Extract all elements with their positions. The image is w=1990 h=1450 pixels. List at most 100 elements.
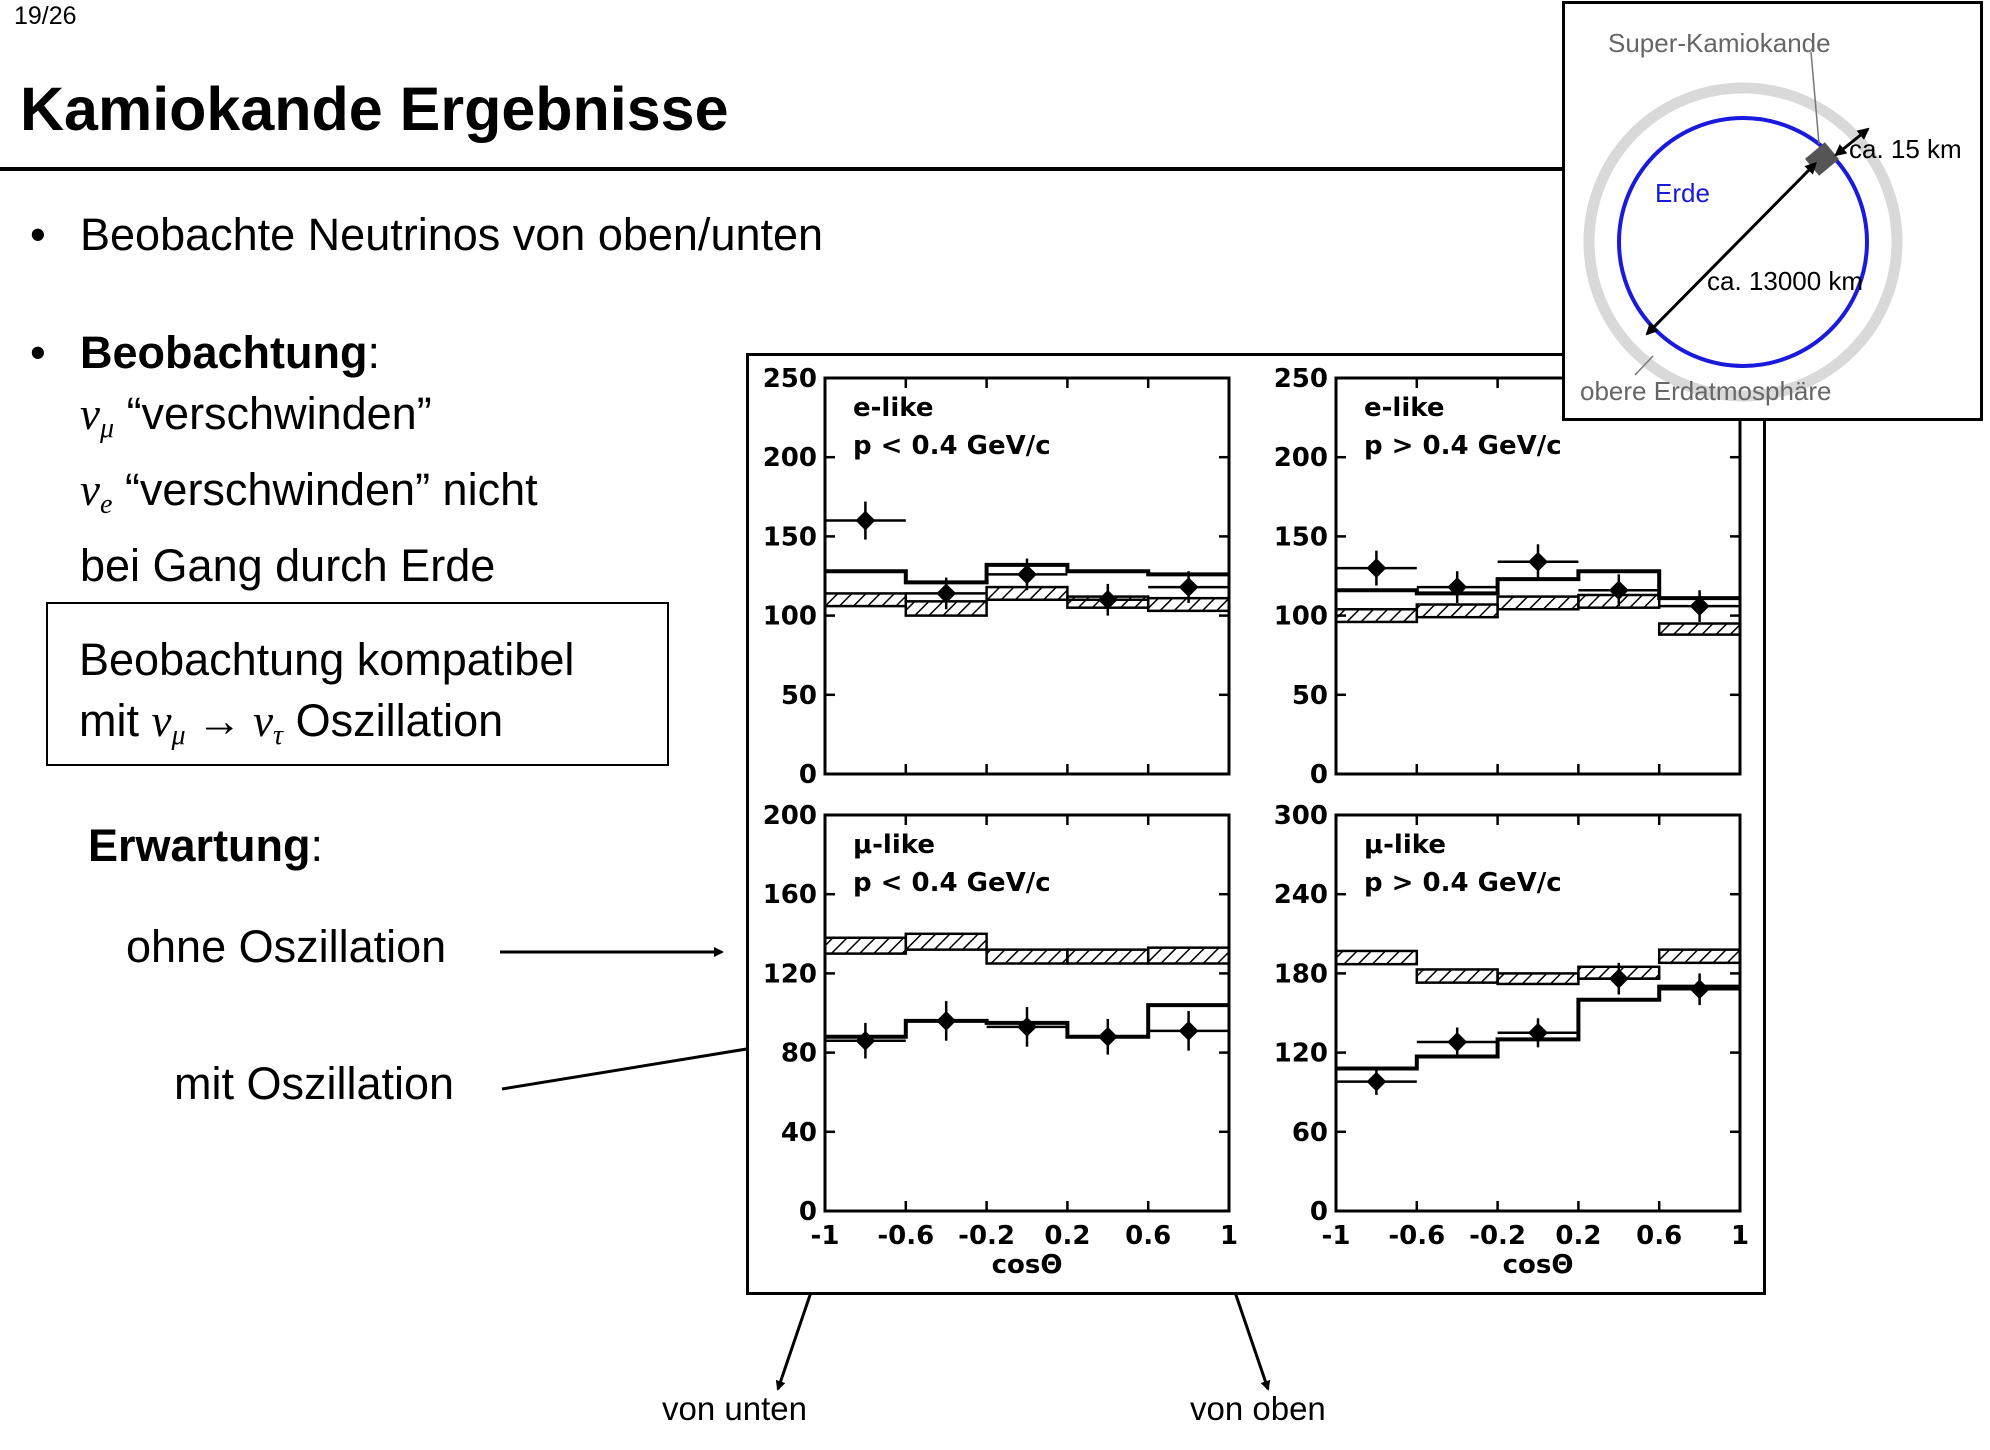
no-oscillation-band: [1657, 948, 1742, 965]
no-oscillation-band: [985, 948, 1069, 965]
no-oscillation-band: [1146, 946, 1231, 965]
atmosphere-label: obere Erdatmosphäre: [1580, 376, 1831, 406]
observation-colon: :: [367, 327, 381, 378]
x-tick-label: 1: [1731, 1221, 1749, 1251]
earth-passage-line: bei Gang durch Erde: [80, 540, 496, 591]
distance-arrow-short: [1834, 127, 1870, 157]
nue-line: νe “verschwinden” nicht: [30, 459, 538, 535]
no-oscillation-band: [904, 932, 988, 951]
no-oscillation-band: [1066, 948, 1150, 965]
data-point: [855, 1030, 876, 1051]
y-tick-label: 250: [1274, 364, 1328, 394]
x-axis-label: cosΘ: [992, 1250, 1063, 1280]
y-tick-label: 100: [763, 602, 817, 632]
bullet-dot: •: [30, 327, 46, 378]
y-tick-label: 180: [1274, 959, 1328, 989]
x-tick-label: -0.2: [958, 1221, 1015, 1251]
x-tick-label: -0.6: [877, 1221, 934, 1251]
long-distance-label: ca. 13000 km: [1707, 266, 1863, 296]
histogram-panel-1: 0 50 100 150 200 250 e-like p < 0.4 GeV/c: [763, 364, 1231, 790]
panel-label: μ-like: [853, 830, 935, 860]
atmosphere-ring: [1583, 82, 1903, 402]
distance-arrow-long: [1645, 161, 1818, 336]
data-point: [936, 583, 957, 604]
no-oscillation-band: [1496, 972, 1580, 986]
detector-leader-line: [1810, 51, 1820, 145]
y-tick-label: 0: [799, 1197, 817, 1227]
y-tick-label: 50: [781, 681, 817, 711]
y-tick-label: 200: [763, 443, 817, 473]
no-oscillation-band: [823, 592, 908, 608]
x-tick-label: -1: [1322, 1221, 1351, 1251]
panel-label: e-like: [1364, 393, 1444, 423]
x-tick-label: 0.2: [1044, 1221, 1090, 1251]
x-tick-label: -1: [811, 1221, 840, 1251]
earth-circle: [1617, 116, 1869, 368]
data-point: [1447, 1032, 1468, 1052]
y-tick-label: 250: [763, 364, 817, 394]
label-with-oscillation: mit Oszillation: [174, 1058, 455, 1109]
histogram-panel-2: 0 50 100 150 200 250 e-like p > 0.4 GeV/c: [1274, 364, 1742, 790]
observation-heading: Beobachtung: [80, 327, 368, 378]
numu-line: νμ “verschwinden”: [30, 383, 538, 459]
bullet-dot: •: [30, 209, 46, 260]
y-tick-label: 200: [1274, 443, 1328, 473]
no-oscillation-band: [1334, 949, 1419, 966]
x-axis-label: cosΘ: [1503, 1250, 1574, 1280]
label-from-above: von oben: [1190, 1390, 1326, 1427]
conclusion-box: Beobachtung kompatibel mit νμ → ντ Oszil…: [46, 602, 669, 766]
plot-area: [823, 813, 1231, 1213]
figure-frame: 0 50 100 150 200 250 e-like p < 0.4 GeV/c 0 50 100…: [746, 353, 1766, 1295]
earth-label: Erde: [1655, 178, 1710, 208]
x-tick-label: 0.6: [1636, 1221, 1682, 1251]
y-tick-label: 100: [1274, 602, 1328, 632]
x-tick-label: 0.2: [1555, 1221, 1601, 1251]
y-tick-label: 0: [799, 760, 817, 790]
data-point: [1017, 1016, 1037, 1037]
short-distance-label: ca. 15 km: [1849, 134, 1962, 164]
numu-text: “verschwinden”: [126, 388, 432, 439]
data-point: [1017, 564, 1037, 585]
earth-diagram: Super-Kamiokande Erde ca. 15 km ca. 1300…: [1580, 28, 1962, 406]
momentum-cut-label: p > 0.4 GeV/c: [1364, 431, 1562, 461]
y-tick-label: 200: [763, 801, 817, 831]
momentum-cut-label: p < 0.4 GeV/c: [853, 431, 1051, 461]
y-tick-label: 80: [781, 1039, 817, 1069]
bullet-observed-neutrinos: • Beobachte Neutrinos von oben/unten: [30, 204, 823, 265]
x-tick-label: -0.6: [1388, 1221, 1445, 1251]
y-tick-label: 240: [1274, 880, 1328, 910]
page-title: Kamiokande Ergebnisse: [20, 75, 729, 143]
y-tick-label: 50: [1292, 681, 1328, 711]
oscillation-prediction-line: [1336, 569, 1740, 601]
data-point: [1528, 551, 1548, 572]
momentum-cut-label: p > 0.4 GeV/c: [1364, 868, 1562, 898]
expectation-heading: Erwartung:: [88, 820, 324, 871]
atmosphere-leader-line: [1634, 355, 1654, 376]
data-point: [1689, 979, 1710, 1000]
no-oscillation-band: [1415, 968, 1499, 984]
plot-area: [1334, 813, 1742, 1213]
momentum-cut-label: p < 0.4 GeV/c: [853, 868, 1051, 898]
histogram-panel-3: 0 40 80 120 160 200 -1 -0.6 -0.2 0.2 0.6 1 cosΘ μ-lik…: [763, 801, 1238, 1280]
histogram-figure: 0 50 100 150 200 250 e-like p < 0.4 GeV/c 0 50 100…: [763, 364, 1749, 1280]
data-point: [936, 1011, 957, 1031]
x-tick-label: 1: [1220, 1221, 1238, 1251]
y-tick-label: 150: [1274, 522, 1328, 552]
no-oscillation-band: [823, 936, 908, 955]
label-without-oscillation: ohne Oszillation: [126, 921, 447, 972]
data-point: [1528, 1022, 1548, 1043]
data-point: [1178, 1020, 1199, 1041]
title-divider: [0, 167, 1570, 171]
data-point: [1366, 1071, 1387, 1092]
x-tick-label: 0.6: [1125, 1221, 1171, 1251]
nue-symbol: νe: [80, 465, 113, 520]
bullet-observation: • Beobachtung: νμ “verschwinden” νe “vers…: [30, 322, 538, 596]
detector-label: Super-Kamiokande: [1608, 28, 1831, 58]
plot-area: [1334, 376, 1742, 776]
no-oscillation-band: [1657, 622, 1742, 636]
y-tick-label: 120: [1274, 1039, 1328, 1069]
y-tick-label: 40: [781, 1118, 817, 1148]
y-tick-label: 60: [1292, 1118, 1328, 1148]
numu-symbol: νμ: [80, 389, 115, 444]
panel-label: μ-like: [1364, 830, 1446, 860]
